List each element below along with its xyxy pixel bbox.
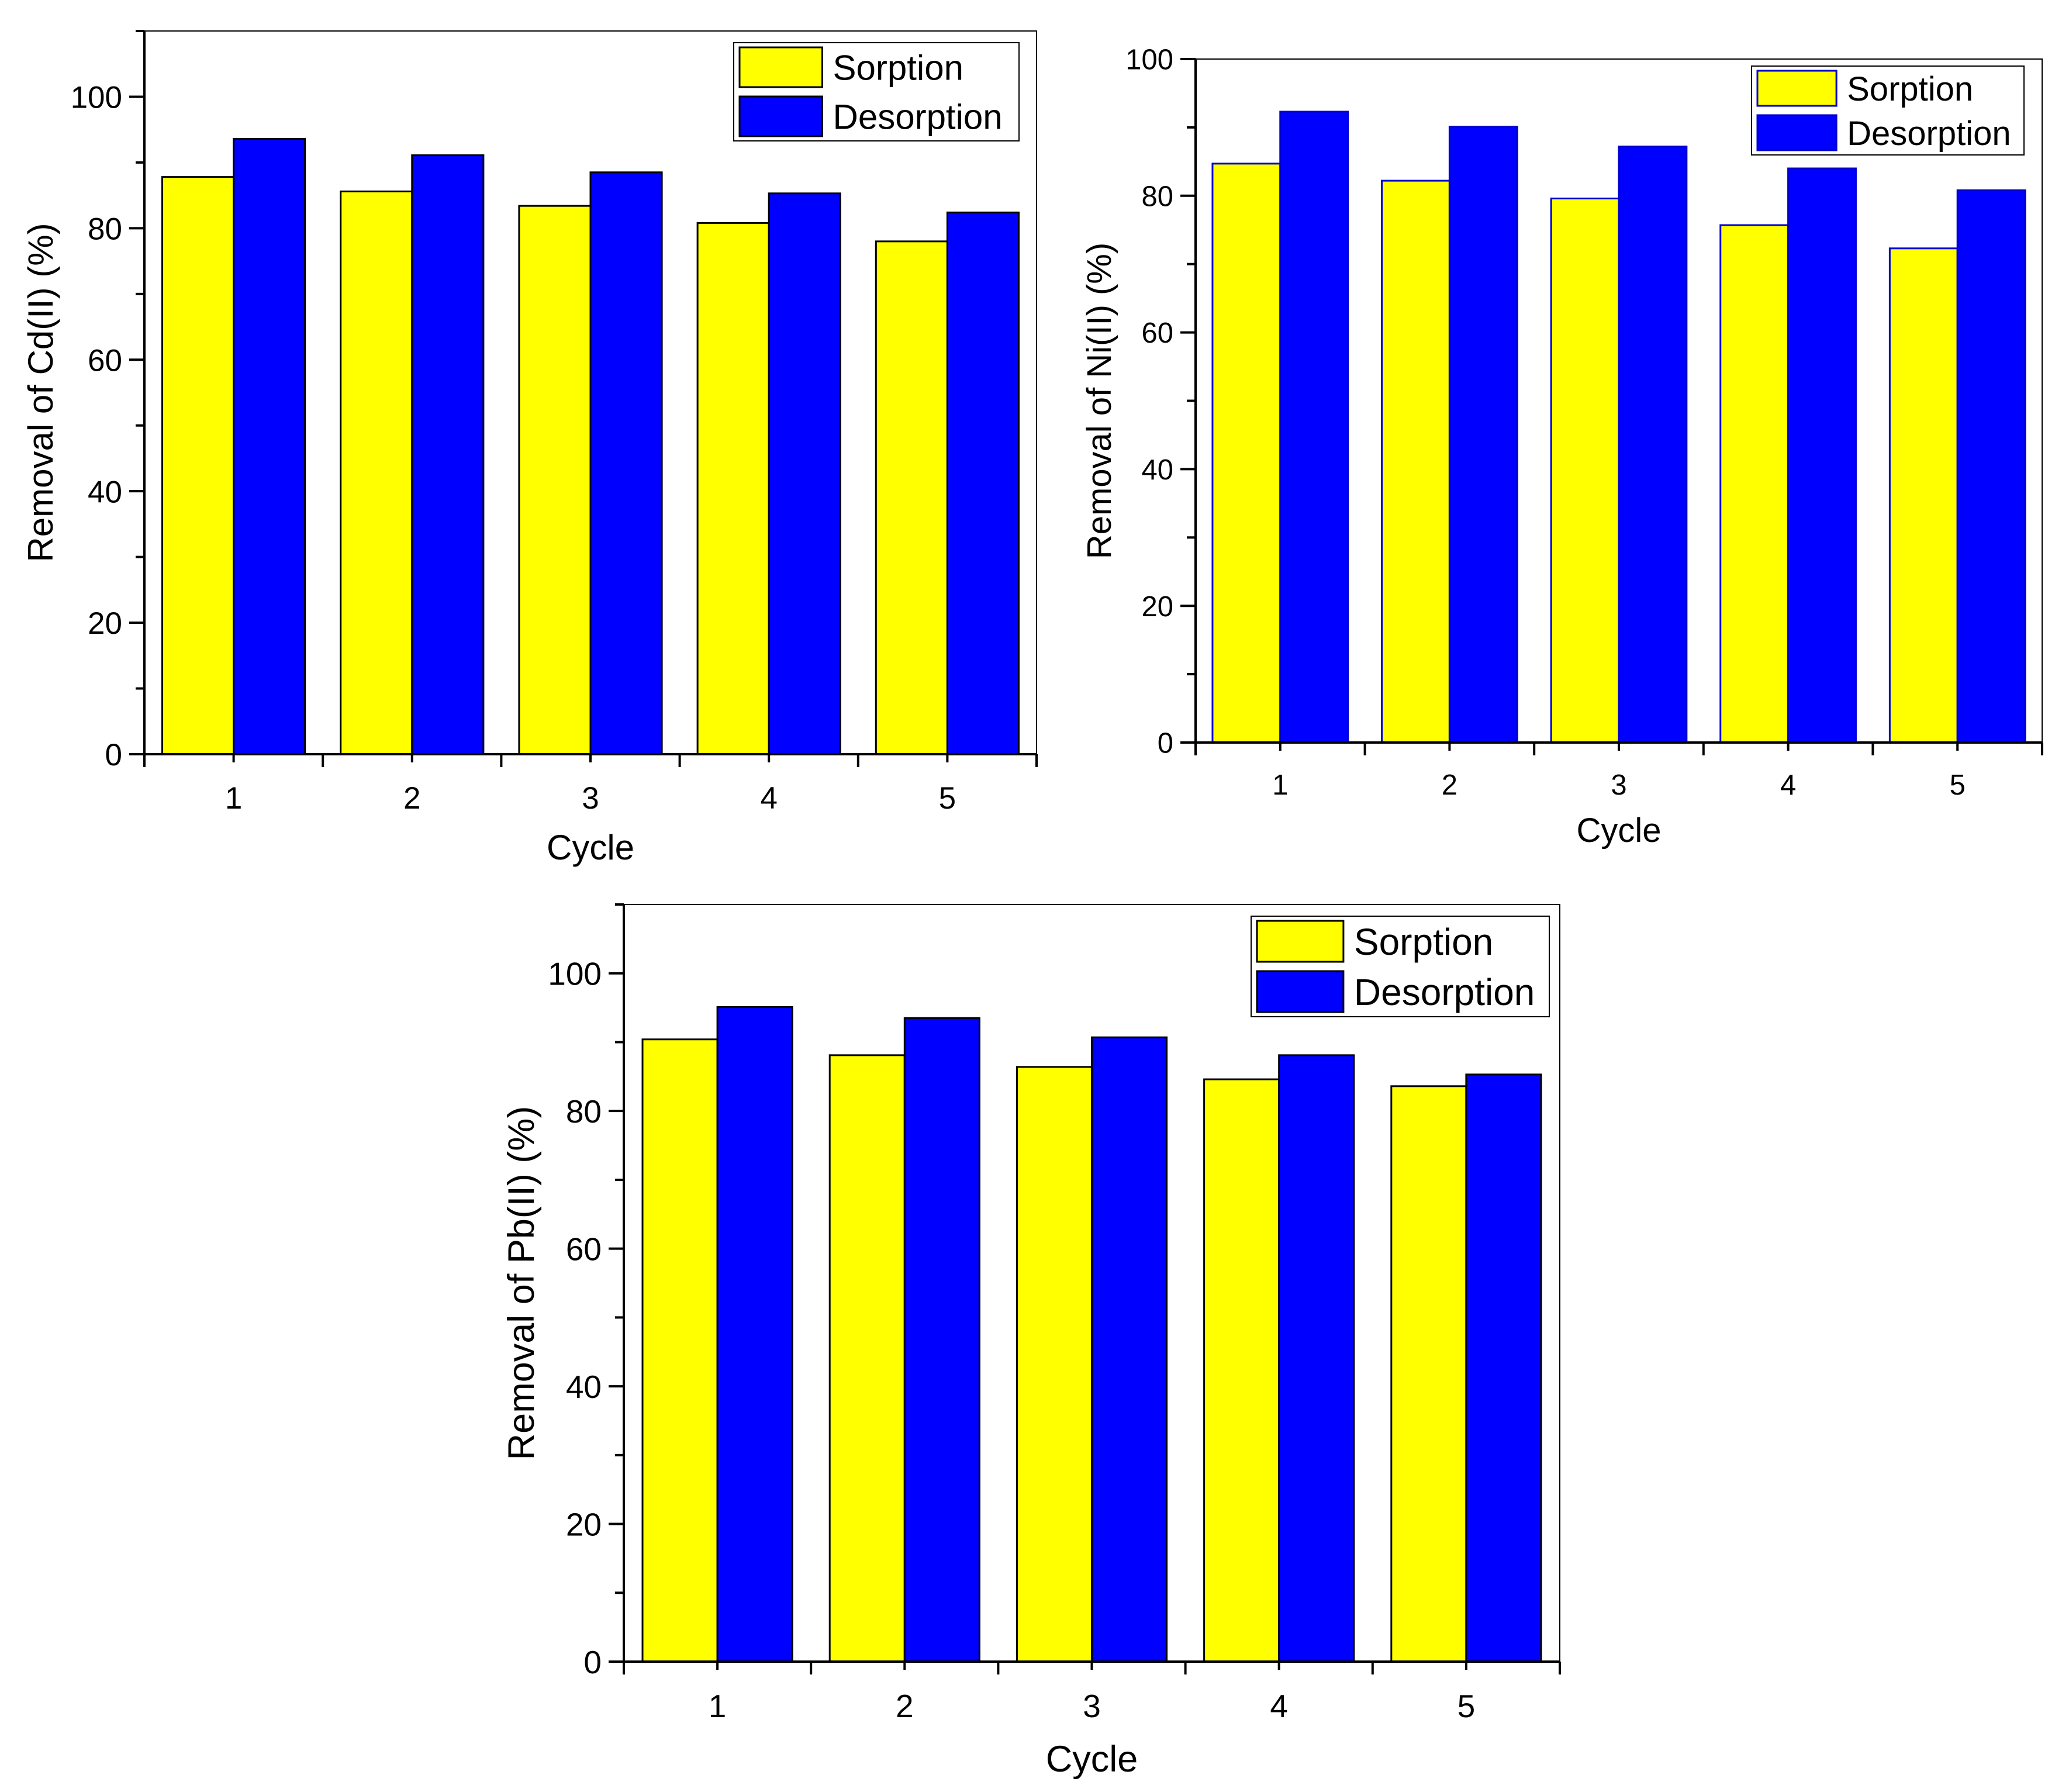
legend: Sorption Desorption: [1751, 65, 2025, 156]
x-tick-label: 2: [403, 781, 420, 816]
legend-swatch-sorption: [738, 46, 824, 88]
bar-desorption-cycle-4: [1278, 1054, 1355, 1663]
bar-desorption-cycle-3: [1618, 146, 1688, 744]
y-tick-label: 20: [1141, 591, 1173, 623]
bar-sorption-cycle-2: [828, 1054, 906, 1663]
chart-panel-2: 0 20 40 60 80 100 1 2 3 4 5 Cycle Removal of Ni(II) …: [1080, 44, 2043, 850]
chart-panel-1: 0 20 40 60 80 100 1 2 3 4 5 Cycle Removal of Cd(II) …: [21, 30, 1038, 867]
bar-desorption-cycle-3: [1091, 1036, 1168, 1663]
bar-sorption-cycle-1: [161, 176, 235, 755]
bar-sorption-cycle-5: [1390, 1085, 1467, 1663]
legend-label-desorption: Desorption: [1354, 971, 1535, 1013]
x-axis-label: Cycle: [547, 828, 634, 867]
bar-sorption-cycle-2: [1381, 179, 1450, 744]
x-tick-label: 1: [1272, 769, 1288, 801]
legend-swatch-desorption: [1756, 114, 1838, 151]
bar-desorption-cycle-5: [1465, 1073, 1542, 1663]
legend-swatch-sorption: [1756, 70, 1838, 107]
legend-swatch-desorption: [738, 95, 824, 137]
bar-desorption-cycle-5: [946, 211, 1020, 755]
legend-swatch-desorption: [1256, 970, 1345, 1013]
legend-label-sorption: Sorption: [833, 49, 963, 88]
y-tick-label: 20: [566, 1506, 602, 1542]
y-tick-label: 100: [71, 81, 122, 115]
legend-label-sorption: Sorption: [1354, 921, 1493, 963]
x-tick-label: 4: [1270, 1688, 1288, 1724]
y-axis-label: Removal of Pb(II) (%): [501, 1106, 542, 1460]
legend-label-desorption: Desorption: [833, 98, 1003, 137]
y-tick-label: 20: [88, 606, 122, 641]
legend: Sorption Desorption: [1251, 916, 1550, 1017]
x-tick-label: 1: [225, 781, 242, 816]
x-tick-label: 3: [1083, 1688, 1101, 1724]
y-tick-label: 0: [105, 738, 122, 772]
y-tick-label: 60: [566, 1231, 602, 1267]
bar-sorption-cycle-3: [518, 205, 592, 755]
x-tick-label: 1: [709, 1688, 727, 1724]
y-axis-label: Removal of Ni(II) (%): [1080, 243, 1118, 559]
y-tick-label: 80: [88, 212, 122, 246]
y-axis-label: Removal of Cd(II) (%): [21, 223, 60, 562]
x-tick-label: 3: [1611, 769, 1626, 801]
bar-desorption-cycle-5: [1956, 189, 2026, 744]
x-tick-label: 2: [896, 1688, 914, 1724]
x-tick-label: 4: [760, 781, 777, 816]
bar-sorption-cycle-4: [1719, 224, 1790, 744]
bar-sorption-cycle-5: [1888, 247, 1959, 744]
bar-desorption-cycle-1: [233, 137, 306, 755]
x-tick-label: 3: [582, 781, 599, 816]
bar-desorption-cycle-1: [1279, 111, 1349, 744]
y-tick-label: 60: [1141, 317, 1173, 349]
x-axis-label: Cycle: [1576, 812, 1661, 850]
y-tick-label: 0: [583, 1644, 602, 1680]
bar-sorption-cycle-3: [1550, 197, 1620, 744]
legend-label-desorption: Desorption: [1847, 115, 2011, 153]
bar-sorption-cycle-1: [641, 1038, 719, 1663]
y-tick-label: 80: [1141, 181, 1173, 212]
x-tick-label: 5: [1457, 1688, 1476, 1724]
bar-sorption-cycle-4: [1203, 1078, 1280, 1663]
bar-desorption-cycle-4: [768, 192, 841, 755]
bar-desorption-cycle-3: [589, 171, 663, 755]
y-tick-label: 40: [88, 475, 122, 509]
y-tick-label: 40: [566, 1369, 602, 1405]
y-tick-label: 40: [1141, 454, 1173, 486]
x-tick-label: 2: [1442, 769, 1457, 801]
y-tick-label: 100: [548, 956, 602, 992]
x-axis-label: Cycle: [1046, 1739, 1138, 1780]
legend: Sorption Desorption: [733, 42, 1020, 141]
y-tick-label: 60: [88, 343, 122, 378]
x-tick-label: 4: [1780, 769, 1796, 801]
bar-desorption-cycle-2: [903, 1017, 980, 1663]
y-tick-label: 80: [566, 1093, 602, 1130]
bar-desorption-cycle-1: [716, 1006, 793, 1663]
y-tick-label: 0: [1158, 728, 1173, 759]
bar-sorption-cycle-3: [1016, 1066, 1093, 1663]
bar-desorption-cycle-2: [411, 154, 485, 755]
bar-desorption-cycle-4: [1787, 167, 1857, 744]
x-tick-label: 5: [1950, 769, 1966, 801]
legend-swatch-sorption: [1256, 920, 1345, 963]
bar-sorption-cycle-1: [1211, 163, 1282, 744]
bar-sorption-cycle-5: [875, 240, 948, 755]
bar-desorption-cycle-2: [1448, 126, 1518, 744]
bar-sorption-cycle-2: [340, 190, 413, 755]
legend-label-sorption: Sorption: [1847, 70, 1973, 108]
chart-panel-3: 0 20 40 60 80 100 1 2 3 4 5 Cycle Removal of Pb(II) …: [501, 903, 1561, 1780]
bar-sorption-cycle-4: [696, 222, 770, 755]
y-tick-label: 100: [1125, 44, 1173, 76]
x-tick-label: 5: [939, 781, 956, 816]
